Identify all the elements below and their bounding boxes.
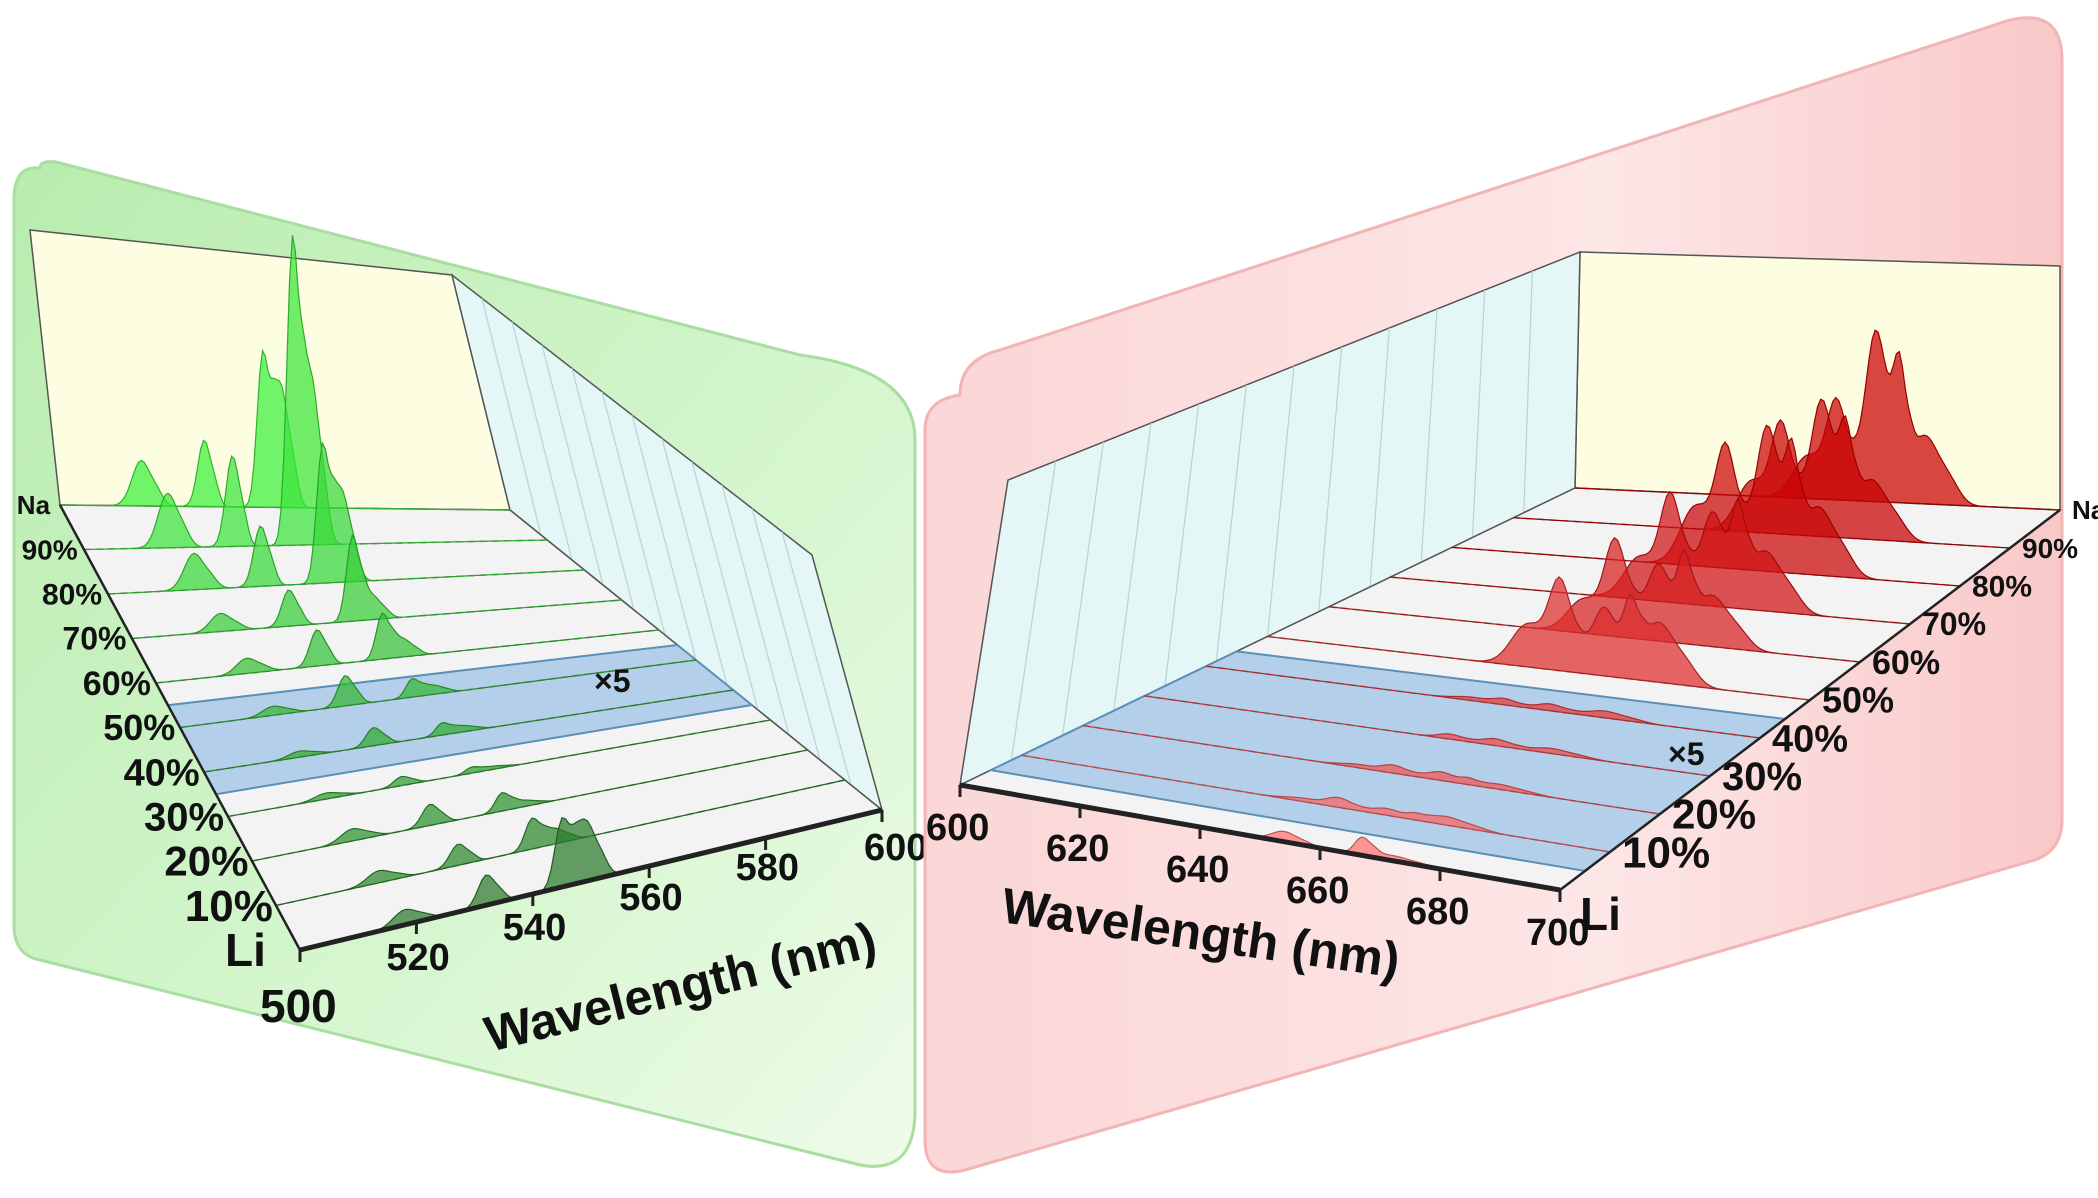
side-wall-gridline (511, 321, 573, 561)
green-side-wall-gridlines (481, 298, 852, 786)
red-side-wall-gridlines (1010, 270, 1533, 761)
x-tick-label: 540 (503, 907, 566, 949)
green-scale-annotation: ×5 (594, 663, 630, 699)
side-wall-gridline (781, 531, 852, 786)
series-label-70pct: 70% (1922, 606, 1986, 642)
green-x-ticks: 500 520 540 560 580 600 (260, 810, 927, 1032)
spectrum-70% (1390, 490, 1911, 625)
side-wall-gridline (1420, 308, 1438, 563)
series-label-Na: Na (17, 490, 51, 520)
spectrum-70% (131, 533, 622, 640)
series-label-80pct: 80% (1972, 571, 2032, 604)
side-wall-gridline (1369, 327, 1390, 588)
series-label-60pct: 60% (1872, 644, 1940, 682)
spectrum-80% (1451, 424, 1961, 587)
x-tick-label: 600 (864, 827, 927, 869)
side-wall-gridline (1318, 346, 1343, 612)
side-wall-gridline (1215, 384, 1247, 662)
x-tick-label: 500 (260, 980, 337, 1032)
x-tick-label: 600 (926, 807, 989, 849)
series-label-50pct: 50% (1822, 680, 1894, 721)
series-label-80pct: 80% (42, 579, 102, 612)
series-label-40pct: 40% (1772, 718, 1848, 760)
spectrum-60% (155, 611, 659, 684)
green-x-axis-line (299, 807, 883, 953)
x-tick-label: 680 (1406, 891, 1469, 933)
spectrum-20% (251, 749, 808, 862)
red-panel: 600 620 640 660 680 700 Li10%20%30%40%50%60%7… (923, 16, 2098, 1174)
series-label-90pct: 90% (22, 534, 78, 565)
series-label-40pct: 40% (124, 752, 200, 794)
series-label-50pct: 50% (103, 707, 175, 748)
spectrum-10% (1021, 754, 1611, 853)
series-label-30pct: 30% (144, 796, 224, 840)
side-wall-gridline (1471, 289, 1486, 538)
x-tick-label: 520 (386, 937, 449, 979)
side-wall-gridline (661, 438, 728, 686)
spectrum-20% (1082, 725, 1661, 815)
series-label-90pct: 90% (2022, 533, 2078, 564)
x-tick-label: 580 (736, 847, 799, 889)
side-wall-gridline (601, 391, 666, 636)
series-label-10pct: 10% (1622, 828, 1710, 877)
green-depth-axis-line (58, 504, 302, 951)
side-wall-gridline (691, 461, 759, 711)
series-label-Li: Li (225, 924, 266, 976)
red-scale-annotation: ×5 (1668, 736, 1704, 772)
spectrum-50% (179, 659, 697, 729)
spectrum-60% (1328, 536, 1861, 663)
spectrum-40% (203, 689, 734, 773)
side-wall-gridline (1164, 403, 1200, 687)
series-label-Li: Li (1580, 888, 1621, 940)
series-label-30pct: 30% (1722, 755, 1802, 799)
red-x-ticks: 600 620 640 660 680 700 (926, 785, 1589, 954)
red-series-curves (959, 329, 2061, 891)
spectrum-30% (227, 719, 771, 818)
x-tick-label: 620 (1046, 828, 1109, 870)
series-label-10pct: 10% (185, 882, 273, 931)
red-x-axis-line (959, 782, 1561, 893)
red-depth-axis-line (1559, 509, 2061, 891)
side-wall-gridline (481, 298, 542, 536)
series-label-20pct: 20% (164, 838, 248, 885)
spectrum-30% (1144, 695, 1711, 777)
side-wall-gridline (1523, 270, 1533, 513)
side-wall-gridline (541, 344, 604, 586)
x-tick-label: 640 (1166, 849, 1229, 891)
series-label-Na: Na (2072, 495, 2098, 525)
side-wall-gridline (1061, 441, 1104, 736)
side-wall-gridline (1266, 365, 1295, 637)
x-tick-label: 560 (619, 877, 682, 919)
series-label-20pct: 20% (1672, 791, 1756, 838)
spectrum-80% (107, 440, 585, 595)
side-wall-gridline (631, 414, 697, 661)
series-label-70pct: 70% (62, 621, 126, 657)
side-wall-gridline (571, 368, 635, 611)
spectrum-90% (83, 235, 548, 551)
side-wall-gridline (751, 508, 821, 761)
side-wall-gridline (721, 484, 790, 736)
spectrum-40% (1205, 665, 1761, 739)
series-label-60pct: 60% (83, 665, 151, 703)
spectrum-50% (1267, 576, 1811, 701)
side-wall-gridline (1010, 460, 1057, 761)
x-tick-label: 700 (1526, 912, 1589, 954)
side-wall-gridline (1113, 422, 1152, 711)
x-tick-label: 660 (1286, 870, 1349, 912)
